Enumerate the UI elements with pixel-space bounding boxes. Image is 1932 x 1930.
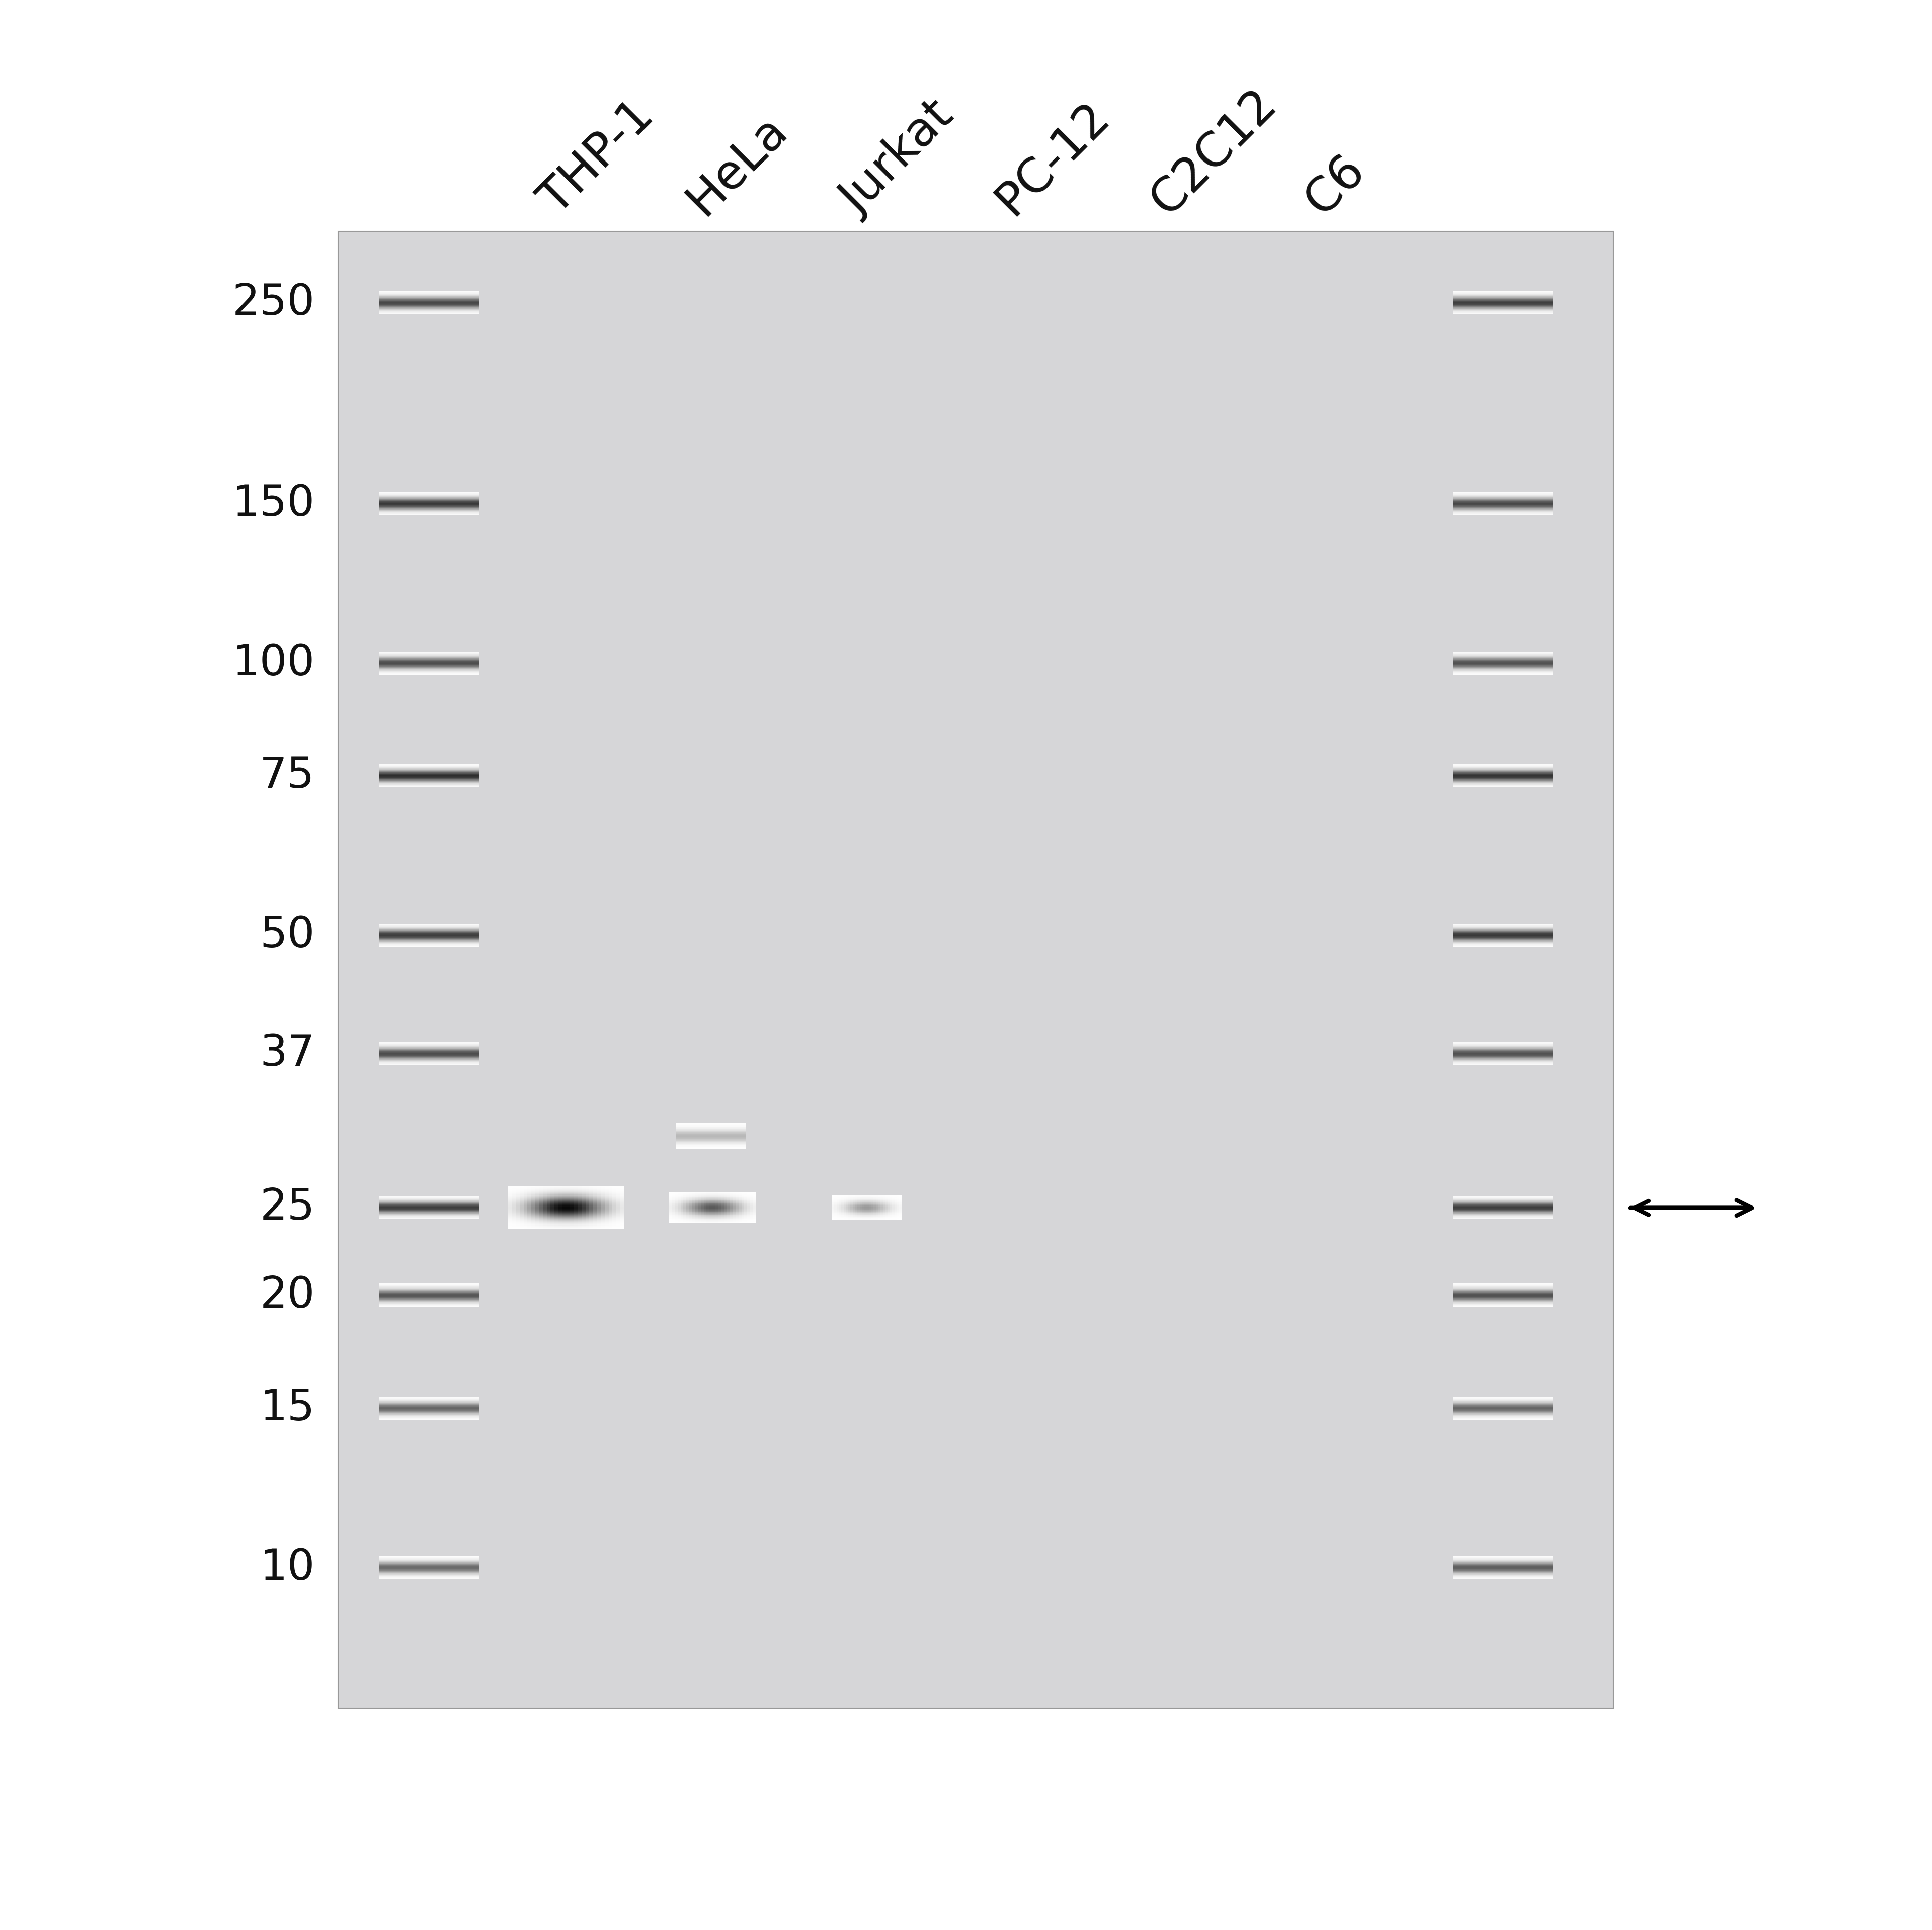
Text: 50: 50	[259, 915, 315, 957]
Text: 10: 10	[259, 1548, 315, 1588]
Text: C2C12: C2C12	[1142, 81, 1285, 224]
Text: 250: 250	[232, 282, 315, 324]
Bar	[338, 232, 1613, 1708]
Text: PC-12: PC-12	[987, 93, 1119, 224]
Text: 15: 15	[259, 1388, 315, 1430]
Text: Jurkat: Jurkat	[833, 93, 964, 224]
Text: THP-1: THP-1	[531, 93, 663, 224]
Text: 100: 100	[232, 643, 315, 683]
Text: 20: 20	[259, 1274, 315, 1316]
Text: 25: 25	[259, 1187, 315, 1229]
Text: C6: C6	[1296, 147, 1374, 224]
Text: 75: 75	[259, 755, 315, 797]
Text: 150: 150	[232, 482, 315, 525]
Text: 37: 37	[259, 1033, 315, 1075]
Text: HeLa: HeLa	[678, 106, 796, 224]
